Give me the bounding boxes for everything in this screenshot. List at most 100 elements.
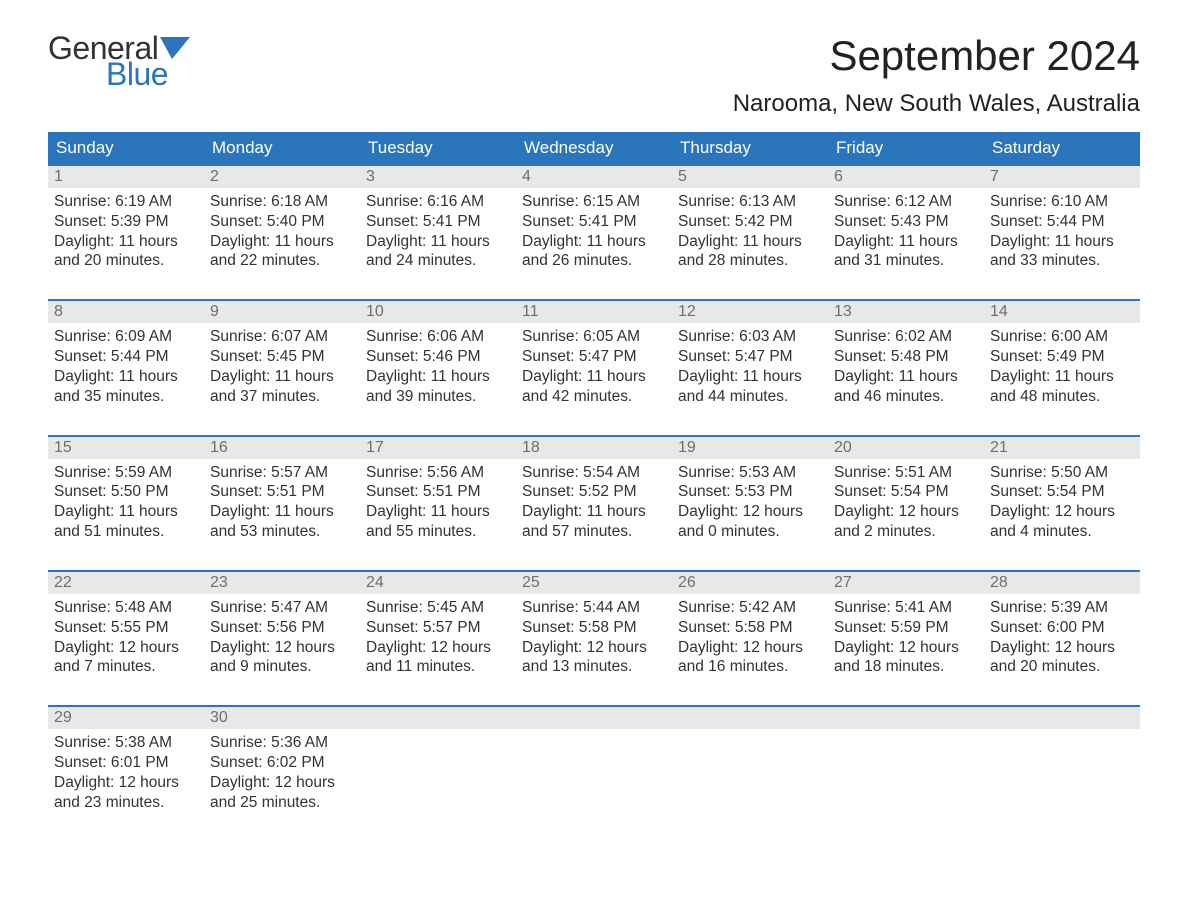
day-number: 27: [828, 572, 984, 594]
day-sunset: Sunset: 5:52 PM: [522, 482, 666, 502]
day-of-week-header: Sunday Monday Tuesday Wednesday Thursday…: [48, 132, 1140, 164]
logo-text-blue: Blue: [106, 58, 190, 90]
day-d1: Daylight: 11 hours: [54, 232, 198, 252]
day-sunrise: Sunrise: 5:48 AM: [54, 598, 198, 618]
day-number: 3: [360, 166, 516, 188]
title-block: September 2024 Narooma, New South Wales,…: [733, 32, 1140, 118]
day-d2: and 44 minutes.: [678, 387, 822, 407]
day-sunset: Sunset: 5:59 PM: [834, 618, 978, 638]
page-title: September 2024: [733, 32, 1140, 80]
day-sunrise: Sunrise: 6:06 AM: [366, 327, 510, 347]
day-number: [516, 707, 672, 729]
day-cell: Sunrise: 5:48 AMSunset: 5:55 PMDaylight:…: [48, 594, 204, 691]
day-sunset: Sunset: 6:02 PM: [210, 753, 354, 773]
day-cell: Sunrise: 6:12 AMSunset: 5:43 PMDaylight:…: [828, 188, 984, 285]
day-d1: Daylight: 11 hours: [522, 502, 666, 522]
day-cell: Sunrise: 6:15 AMSunset: 5:41 PMDaylight:…: [516, 188, 672, 285]
day-sunset: Sunset: 5:45 PM: [210, 347, 354, 367]
day-sunrise: Sunrise: 5:51 AM: [834, 463, 978, 483]
day-number: 25: [516, 572, 672, 594]
dow-tuesday: Tuesday: [360, 132, 516, 164]
day-sunset: Sunset: 5:48 PM: [834, 347, 978, 367]
day-number: 12: [672, 301, 828, 323]
day-d1: Daylight: 11 hours: [366, 502, 510, 522]
calendar-week: 2930Sunrise: 5:38 AMSunset: 6:01 PMDayli…: [48, 705, 1140, 826]
day-cell: Sunrise: 6:09 AMSunset: 5:44 PMDaylight:…: [48, 323, 204, 420]
day-number: 23: [204, 572, 360, 594]
day-cell: Sunrise: 5:41 AMSunset: 5:59 PMDaylight:…: [828, 594, 984, 691]
day-d1: Daylight: 12 hours: [522, 638, 666, 658]
day-number: 5: [672, 166, 828, 188]
day-cell: Sunrise: 6:05 AMSunset: 5:47 PMDaylight:…: [516, 323, 672, 420]
day-cell: Sunrise: 5:42 AMSunset: 5:58 PMDaylight:…: [672, 594, 828, 691]
day-sunset: Sunset: 5:51 PM: [366, 482, 510, 502]
day-sunset: Sunset: 6:01 PM: [54, 753, 198, 773]
day-sunrise: Sunrise: 5:39 AM: [990, 598, 1134, 618]
day-number: 18: [516, 437, 672, 459]
day-sunset: Sunset: 5:44 PM: [54, 347, 198, 367]
dow-saturday: Saturday: [984, 132, 1140, 164]
calendar-week: 22232425262728Sunrise: 5:48 AMSunset: 5:…: [48, 570, 1140, 691]
day-d2: and 18 minutes.: [834, 657, 978, 677]
day-d1: Daylight: 12 hours: [54, 638, 198, 658]
day-d2: and 9 minutes.: [210, 657, 354, 677]
day-d2: and 7 minutes.: [54, 657, 198, 677]
dow-wednesday: Wednesday: [516, 132, 672, 164]
day-number: 11: [516, 301, 672, 323]
day-sunrise: Sunrise: 5:54 AM: [522, 463, 666, 483]
day-d2: and 24 minutes.: [366, 251, 510, 271]
day-sunset: Sunset: 5:44 PM: [990, 212, 1134, 232]
day-sunset: Sunset: 5:50 PM: [54, 482, 198, 502]
day-d1: Daylight: 12 hours: [678, 502, 822, 522]
day-sunrise: Sunrise: 6:13 AM: [678, 192, 822, 212]
day-d1: Daylight: 11 hours: [210, 367, 354, 387]
day-cell: [984, 729, 1140, 826]
day-d1: Daylight: 12 hours: [366, 638, 510, 658]
day-number: 14: [984, 301, 1140, 323]
dow-thursday: Thursday: [672, 132, 828, 164]
day-d2: and 11 minutes.: [366, 657, 510, 677]
day-d2: and 39 minutes.: [366, 387, 510, 407]
day-number: 13: [828, 301, 984, 323]
day-cell: Sunrise: 5:38 AMSunset: 6:01 PMDaylight:…: [48, 729, 204, 826]
day-d2: and 42 minutes.: [522, 387, 666, 407]
day-cell: Sunrise: 6:00 AMSunset: 5:49 PMDaylight:…: [984, 323, 1140, 420]
day-number: 22: [48, 572, 204, 594]
day-d2: and 57 minutes.: [522, 522, 666, 542]
day-cell: Sunrise: 5:50 AMSunset: 5:54 PMDaylight:…: [984, 459, 1140, 556]
day-sunset: Sunset: 5:58 PM: [522, 618, 666, 638]
day-cell: Sunrise: 6:13 AMSunset: 5:42 PMDaylight:…: [672, 188, 828, 285]
day-number: 10: [360, 301, 516, 323]
day-sunrise: Sunrise: 6:10 AM: [990, 192, 1134, 212]
dow-friday: Friday: [828, 132, 984, 164]
day-cell: Sunrise: 5:45 AMSunset: 5:57 PMDaylight:…: [360, 594, 516, 691]
day-d1: Daylight: 12 hours: [834, 502, 978, 522]
day-sunrise: Sunrise: 5:44 AM: [522, 598, 666, 618]
day-sunset: Sunset: 5:54 PM: [990, 482, 1134, 502]
day-cell: Sunrise: 5:56 AMSunset: 5:51 PMDaylight:…: [360, 459, 516, 556]
day-d2: and 33 minutes.: [990, 251, 1134, 271]
day-sunrise: Sunrise: 5:38 AM: [54, 733, 198, 753]
day-sunrise: Sunrise: 6:02 AM: [834, 327, 978, 347]
day-number: [672, 707, 828, 729]
day-cell: Sunrise: 6:06 AMSunset: 5:46 PMDaylight:…: [360, 323, 516, 420]
day-sunrise: Sunrise: 5:41 AM: [834, 598, 978, 618]
day-d1: Daylight: 11 hours: [366, 232, 510, 252]
day-sunrise: Sunrise: 5:36 AM: [210, 733, 354, 753]
day-d2: and 51 minutes.: [54, 522, 198, 542]
day-cell: [672, 729, 828, 826]
day-sunrise: Sunrise: 5:53 AM: [678, 463, 822, 483]
day-number: 16: [204, 437, 360, 459]
page-header: General Blue September 2024 Narooma, New…: [48, 32, 1140, 118]
day-d1: Daylight: 11 hours: [522, 367, 666, 387]
day-cell: Sunrise: 5:47 AMSunset: 5:56 PMDaylight:…: [204, 594, 360, 691]
day-d2: and 28 minutes.: [678, 251, 822, 271]
day-d2: and 55 minutes.: [366, 522, 510, 542]
day-sunrise: Sunrise: 5:57 AM: [210, 463, 354, 483]
day-number: 1: [48, 166, 204, 188]
day-d1: Daylight: 12 hours: [990, 638, 1134, 658]
day-sunset: Sunset: 5:41 PM: [366, 212, 510, 232]
day-cell: Sunrise: 5:59 AMSunset: 5:50 PMDaylight:…: [48, 459, 204, 556]
day-number: 8: [48, 301, 204, 323]
day-number: 6: [828, 166, 984, 188]
